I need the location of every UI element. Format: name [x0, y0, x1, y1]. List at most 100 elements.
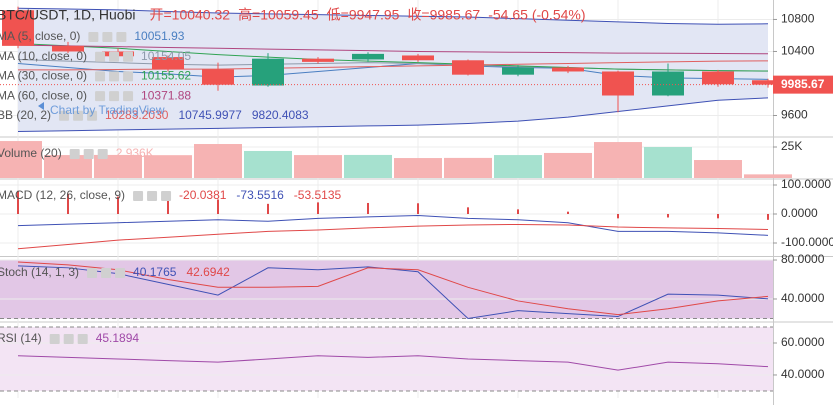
legend-icon	[123, 51, 134, 62]
grid-layer	[0, 0, 833, 398]
indicator-value: 10745.9977	[178, 108, 242, 122]
band-fill	[0, 260, 773, 319]
ohlc-value: 低=9947.95	[327, 7, 400, 23]
y-tick-label: 10800	[781, 12, 815, 26]
bar	[44, 155, 92, 178]
candle-body	[552, 67, 584, 72]
y-tick-label: 40.0000	[781, 367, 825, 381]
indicator-name: Volume (20)	[0, 146, 62, 160]
indicator-name: MACD (12, 26, close, 9)	[0, 188, 125, 202]
y-tick-label: 0.0000	[781, 206, 818, 220]
bar	[467, 207, 469, 214]
indicator-name: MA (60, close, 0)	[0, 88, 87, 102]
candle-body	[152, 57, 184, 70]
ohlc-value: 高=10059.45	[238, 7, 319, 23]
legend-icon	[147, 191, 158, 201]
legend-icon	[87, 268, 98, 278]
bar	[144, 155, 192, 178]
indicator-value: 45.1894	[96, 331, 140, 345]
legend-icon	[95, 91, 106, 102]
symbol-title: BTC/USDT, 1D, Huobi	[0, 7, 135, 23]
legend-icon	[109, 91, 120, 102]
y-tick-label: 100.0000	[781, 177, 831, 191]
indicator-value: -20.0381	[179, 188, 227, 202]
data-layer	[0, 6, 792, 371]
legend-icon	[123, 91, 134, 102]
legend-icon	[161, 191, 172, 201]
bar	[317, 202, 319, 214]
bar	[767, 213, 769, 220]
text-layer: 10800 10400 9600 MA (5, close, 0) 10051.93 MA…	[0, 7, 833, 381]
band-area	[18, 8, 768, 132]
candle-body	[252, 58, 284, 86]
last-price-label: 9985.67	[781, 77, 825, 91]
indicator-line	[17, 214, 769, 236]
y-tick-label: 40.0000	[781, 291, 825, 305]
bar	[194, 144, 242, 178]
candle-body	[452, 60, 484, 75]
candle-body	[502, 67, 534, 75]
candle-body	[752, 80, 784, 85]
legend-icon	[123, 71, 134, 82]
candle-body	[2, 10, 34, 46]
bar	[344, 154, 392, 178]
bar	[644, 146, 692, 178]
price-change: -54.65 (-0.54%)	[488, 7, 585, 23]
legend-icon	[73, 110, 84, 121]
indicator-line	[17, 7, 769, 25]
bar	[267, 203, 269, 214]
indicator-line	[17, 62, 769, 80]
y-tick-label: 60.0000	[781, 335, 825, 349]
candle-body	[52, 45, 84, 52]
indicator-line	[17, 355, 769, 371]
legend-icon	[83, 149, 94, 159]
bar	[217, 199, 219, 214]
indicator-line	[17, 44, 769, 55]
legend-icon	[88, 32, 99, 42]
bar	[117, 196, 119, 214]
legend-icon	[115, 268, 126, 278]
bar	[617, 213, 619, 219]
bar	[667, 213, 669, 218]
y-tick-label: 10400	[781, 44, 815, 58]
candle-body	[352, 53, 384, 60]
indicator-name: MA (30, close, 0)	[0, 69, 87, 83]
legend-icon	[69, 149, 80, 159]
bar	[517, 209, 519, 214]
indicator-value: 10283.2030	[105, 108, 169, 122]
watermark-logo	[38, 102, 44, 110]
legend-icon	[102, 32, 113, 42]
watermark: Chart by TradingView	[50, 103, 165, 117]
bar	[294, 155, 342, 178]
candle-body	[402, 55, 434, 61]
legend-icon	[95, 51, 106, 62]
legend-icon	[109, 51, 120, 62]
bar	[444, 157, 492, 178]
indicator-value: 10051.93	[134, 29, 184, 43]
candle-body	[652, 71, 684, 96]
bar	[567, 211, 569, 214]
bar	[94, 154, 142, 178]
y-tick-label: 9600	[781, 108, 808, 122]
bar	[0, 141, 42, 178]
legend-icon	[101, 268, 112, 278]
bar	[167, 198, 169, 214]
indicator-value: -73.5516	[236, 188, 284, 202]
indicator-value: 42.6942	[186, 265, 230, 279]
indicator-value: 10155.62	[141, 69, 191, 83]
legend-icon	[87, 110, 98, 121]
legend-icon	[49, 334, 60, 344]
candle-body	[702, 71, 734, 85]
bar	[417, 203, 419, 214]
y-tick-label: 25K	[781, 139, 802, 153]
indicator-value: 10154.05	[141, 49, 191, 63]
bar	[744, 174, 792, 178]
candle-body	[302, 58, 334, 62]
legend-icon	[109, 71, 120, 82]
legend-icon	[59, 110, 70, 121]
indicator-value: 40.1765	[133, 265, 177, 279]
indicator-name: MA (10, close, 0)	[0, 49, 87, 63]
indicator-line	[18, 60, 769, 71]
y-tick-label: 80.0000	[781, 252, 825, 266]
